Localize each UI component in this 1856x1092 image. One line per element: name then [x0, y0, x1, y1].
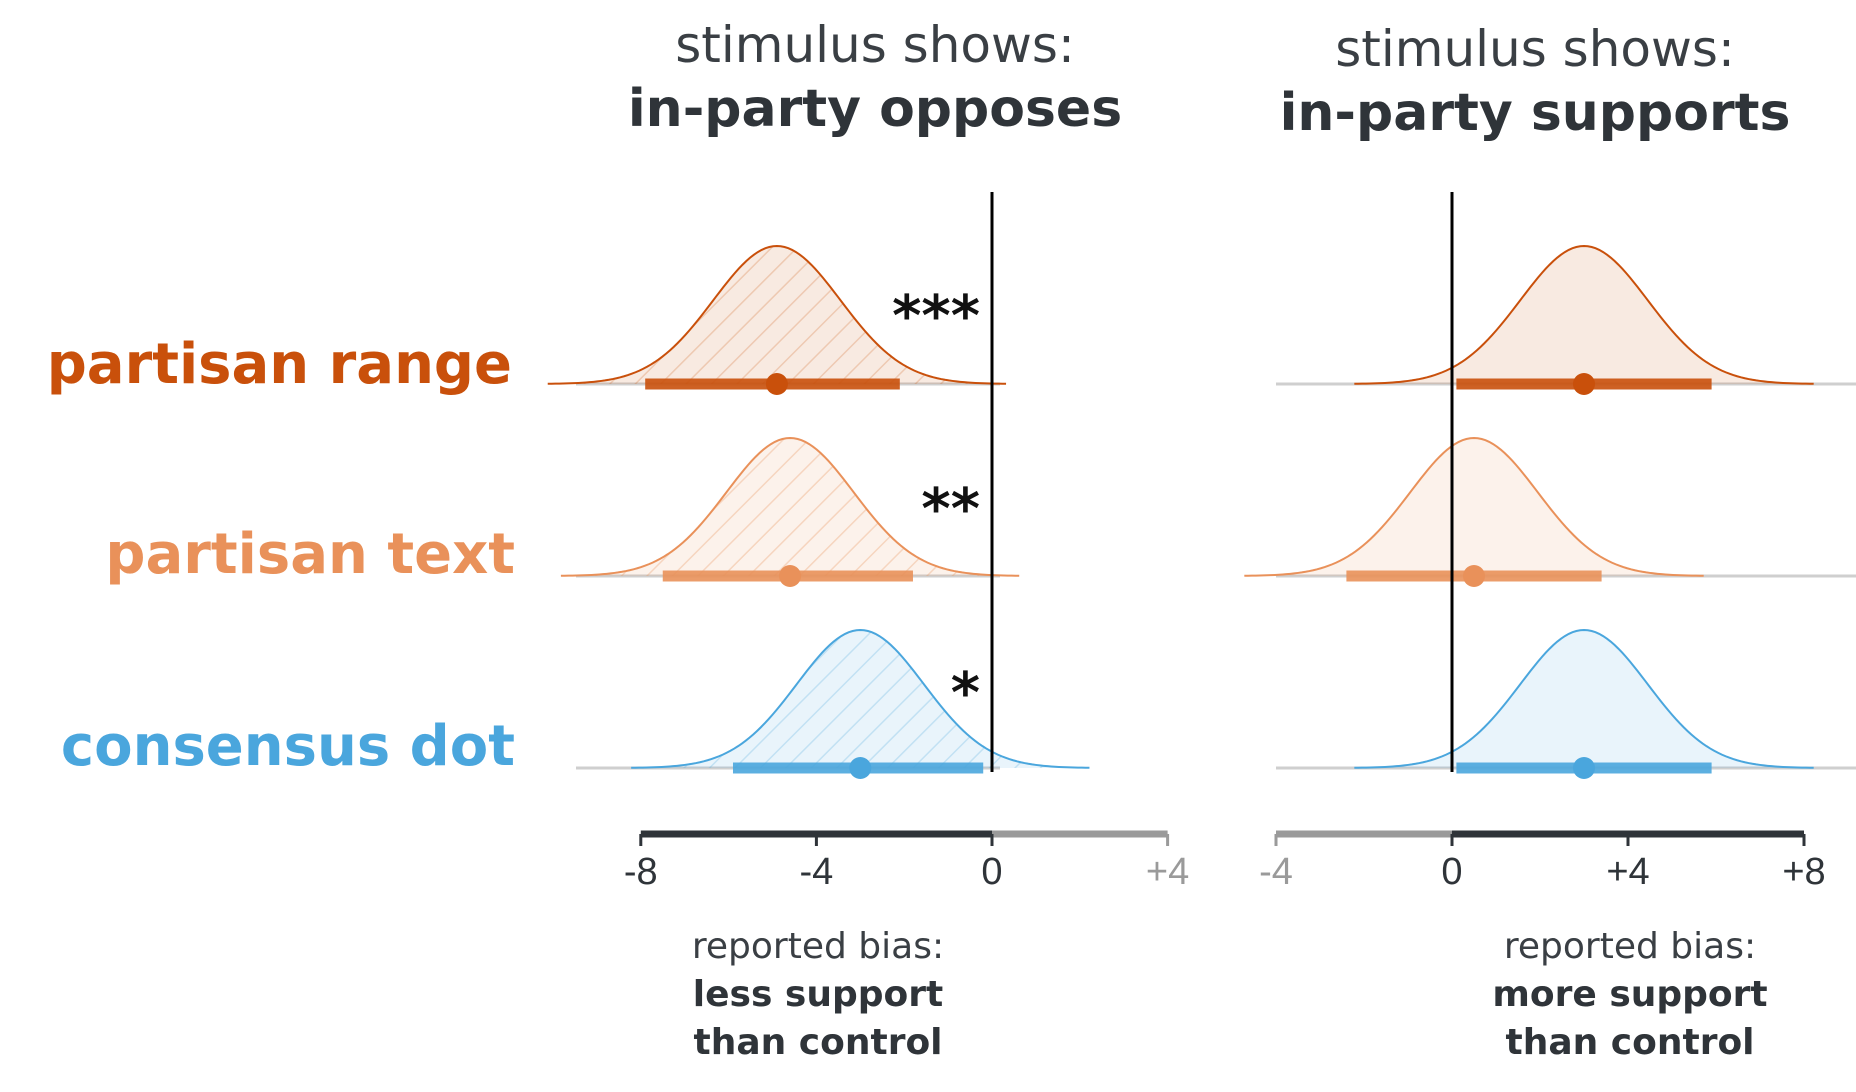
density-fill-partisan-range-panel-2	[1354, 246, 1814, 384]
significance-mark-consensus-dot: *	[951, 661, 980, 726]
tick-label-panel-2-4: +8	[1782, 851, 1825, 893]
density-fill-consensus-dot-panel-2	[1354, 630, 1814, 768]
tick-label-panel-1-2: -4	[800, 851, 834, 893]
tick-label-panel-1-1: -8	[624, 851, 658, 893]
mean-point-partisan-range-panel-2	[1573, 373, 1595, 395]
tick-label-panel-1-3: 0	[981, 851, 1002, 893]
tick-label-panel-2-2: 0	[1441, 851, 1462, 893]
panel-2-caption-line1: reported bias:	[1504, 926, 1756, 967]
density-fill-partisan-text-panel-2	[1244, 438, 1704, 576]
panel-1-caption-line3: than control	[693, 1022, 942, 1063]
mean-point-consensus-dot-panel-2	[1573, 757, 1595, 779]
row-label-partisan-text: partisan text	[105, 522, 515, 587]
mean-point-partisan-text-panel-1	[779, 565, 802, 587]
panel-1-caption-line2: less support	[693, 974, 943, 1015]
significance-mark-partisan-text: **	[921, 477, 980, 542]
significance-mark-partisan-range: ***	[892, 284, 980, 349]
panel-2-title-line2: in-party supports	[1280, 83, 1791, 143]
density-curve-partisan-range-panel-2	[1354, 244, 1814, 385]
panel-1-title-line2: in-party opposes	[628, 79, 1122, 139]
panel-2-caption-line2: more support	[1492, 974, 1767, 1015]
tick-label-panel-1-4: +4	[1146, 851, 1189, 893]
panel-1-caption-line1: reported bias:	[692, 926, 944, 967]
panel-1-title-line1: stimulus shows:	[675, 16, 1075, 74]
mean-point-partisan-range-panel-1	[765, 373, 788, 395]
tick-label-panel-2-1: -4	[1259, 851, 1293, 893]
row-label-partisan-range: partisan range	[47, 332, 512, 397]
density-curve-partisan-text-panel-1	[560, 436, 1020, 577]
density-curve-consensus-dot-panel-1	[631, 628, 1090, 769]
density-hatch-partisan-text-panel-1	[560, 438, 1020, 576]
chart-marks: -8 -4 0 +4 -4 0 +4 +8	[547, 192, 1856, 893]
density-curve-partisan-text-panel-2	[1244, 436, 1704, 577]
row-label-consensus-dot: consensus dot	[61, 714, 515, 779]
mean-point-consensus-dot-panel-1	[849, 757, 872, 779]
density-hatch-consensus-dot-panel-1	[631, 630, 1090, 768]
panel-2-title-line1: stimulus shows:	[1335, 20, 1735, 78]
tick-label-panel-2-3: +4	[1606, 851, 1649, 893]
mean-point-partisan-text-panel-2	[1463, 565, 1485, 587]
density-curve-consensus-dot-panel-2	[1354, 628, 1814, 769]
density-hatch-partisan-range-panel-1	[547, 246, 1007, 384]
density-curve-partisan-range-panel-1	[547, 244, 1007, 385]
panel-2-caption-line3: than control	[1505, 1022, 1754, 1063]
